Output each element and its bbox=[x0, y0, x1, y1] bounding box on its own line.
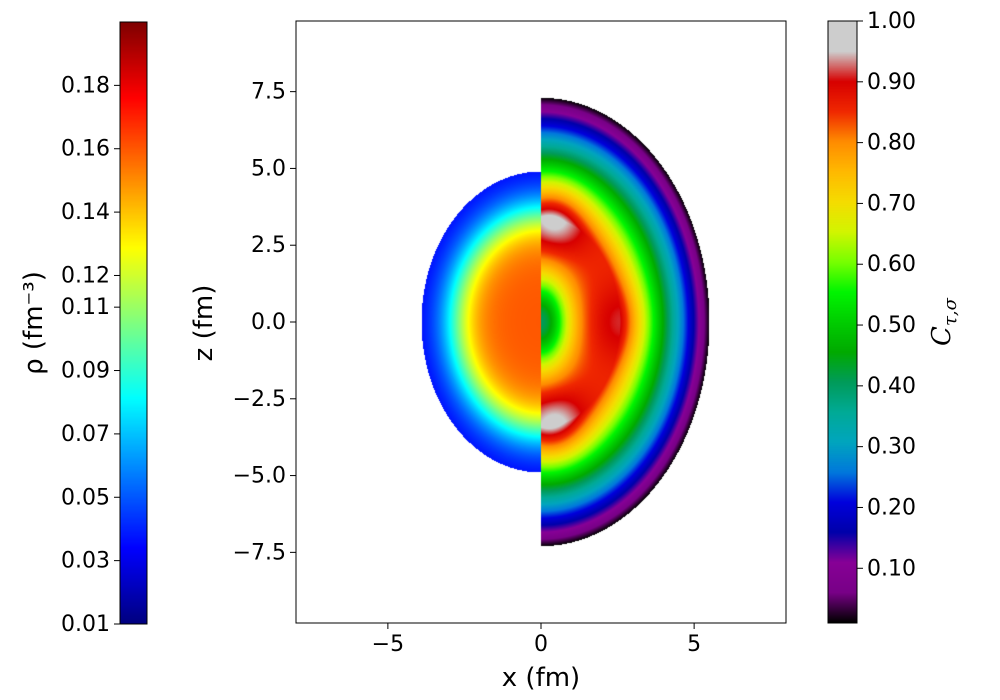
colorbar-c-tick-label: 0.20 bbox=[867, 495, 916, 520]
colorbar-c-tick-label: 0.90 bbox=[867, 70, 916, 95]
colorbar-rho-frame bbox=[119, 21, 148, 625]
x-tick-label: 0 bbox=[534, 632, 548, 657]
colorbar-c-label: Cτ,σ bbox=[927, 297, 961, 346]
colorbar-rho-tick-label: 0.01 bbox=[61, 612, 110, 637]
colorbar-c-label-sub: τ,σ bbox=[940, 297, 961, 326]
y-axis-label: z (fm) bbox=[189, 285, 219, 362]
x-axis-ticks: −5 0 5 bbox=[372, 623, 701, 657]
colorbar-c-label-main: C bbox=[927, 326, 957, 346]
y-tick-label: 2.5 bbox=[251, 233, 286, 258]
colorbar-rho-tick-label: 0.12 bbox=[61, 263, 110, 288]
y-tick-label: 7.5 bbox=[251, 80, 286, 105]
colorbar-c-tick-label: 0.10 bbox=[867, 556, 916, 581]
colorbar-c-tick-label: 0.50 bbox=[867, 313, 916, 338]
colorbar-c-ticks: 0.10 0.20 0.30 0.40 0.50 0.60 0.70 0.80 0.90 1.00 bbox=[857, 9, 916, 581]
colorbar-rho-gradient bbox=[120, 22, 147, 624]
colorbar-c-tick-label: 0.40 bbox=[867, 374, 916, 399]
density-map bbox=[296, 21, 786, 623]
colorbar-c-tick-label: 1.00 bbox=[867, 9, 916, 34]
colorbar-rho-tick-label: 0.14 bbox=[61, 200, 110, 225]
x-tick-label: 5 bbox=[687, 632, 701, 657]
colorbar-c-tick-label: 0.80 bbox=[867, 131, 916, 156]
x-axis-label: x (fm) bbox=[502, 663, 580, 693]
y-axis-ticks: −7.5 −5.0 −2.5 0.0 2.5 5.0 7.5 bbox=[233, 80, 296, 565]
colorbar-rho-ticks: 0.01 0.03 0.05 0.07 0.09 0.11 0.12 0.14 0.16 0.18 bbox=[61, 73, 120, 637]
colorbar-rho-tick-label: 0.03 bbox=[61, 549, 110, 574]
y-tick-label: −5.0 bbox=[233, 464, 286, 489]
y-tick-label: −7.5 bbox=[233, 540, 286, 565]
y-tick-label: −2.5 bbox=[233, 387, 286, 412]
x-tick-label: −5 bbox=[372, 632, 404, 657]
colorbar-rho-tick-label: 0.18 bbox=[61, 73, 110, 98]
colorbar-rho-label: ρ (fm⁻³) bbox=[19, 271, 49, 375]
colorbar-rho-tick-label: 0.07 bbox=[61, 422, 110, 447]
colorbar-c-tick-label: 0.60 bbox=[867, 252, 916, 277]
colorbar-c-gradient bbox=[828, 21, 857, 623]
colorbar-rho: 0.01 0.03 0.05 0.07 0.09 0.11 0.12 0.14 0.16 0.18… bbox=[19, 21, 148, 637]
main-plot: −5 0 5 −7.5 −5.0 −2.5 0.0 2.5 5.0 7.5 x (fm) z (… bbox=[189, 20, 787, 693]
colorbar-rho-tick-label: 0.05 bbox=[61, 485, 110, 510]
colorbar-c-tick-label: 0.70 bbox=[867, 191, 916, 216]
colorbar-rho-tick-label: 0.11 bbox=[61, 295, 110, 320]
colorbar-c-tick-label: 0.30 bbox=[867, 435, 916, 460]
colorbar-rho-tick-label: 0.16 bbox=[61, 137, 110, 162]
colorbar-c: 0.10 0.20 0.30 0.40 0.50 0.60 0.70 0.80 0.90 1.00… bbox=[827, 9, 961, 624]
colorbar-c-frame bbox=[827, 20, 858, 624]
colorbar-rho-tick-label: 0.09 bbox=[61, 359, 110, 384]
y-tick-label: 0.0 bbox=[251, 310, 286, 335]
y-tick-label: 5.0 bbox=[251, 156, 286, 181]
